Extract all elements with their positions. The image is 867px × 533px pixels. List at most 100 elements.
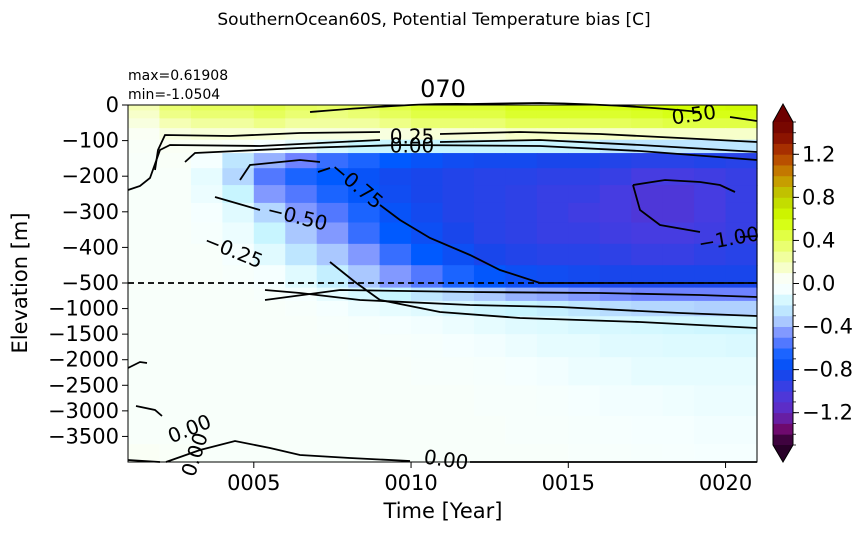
heatmap-cell	[411, 168, 444, 186]
y-tick-label: −1500	[48, 322, 119, 346]
heatmap-cell	[222, 385, 255, 417]
heatmap-cell	[725, 222, 758, 245]
heatmap-cell	[442, 444, 475, 463]
heatmap-cell	[316, 243, 349, 266]
heatmap-cell	[190, 334, 223, 358]
heatmap-cell	[473, 316, 506, 335]
heatmap-cell	[442, 265, 475, 289]
heatmap-cell	[222, 222, 255, 245]
colorbar-segment	[773, 186, 793, 198]
heatmap-cell	[568, 222, 601, 245]
heatmap-cell	[599, 168, 632, 186]
heatmap-cell	[473, 385, 506, 417]
heatmap-cell	[159, 202, 192, 224]
heatmap-cell	[599, 222, 632, 245]
colorbar-segment	[773, 401, 793, 414]
colorbar-segment	[773, 348, 793, 360]
heatmap-cell	[411, 153, 444, 169]
heatmap-cell	[505, 334, 538, 358]
heatmap-cell	[285, 243, 318, 266]
heatmap-cell	[442, 139, 475, 154]
colorbar-segment	[773, 218, 793, 231]
heatmap-cell	[190, 105, 223, 111]
heatmap-cell	[725, 243, 758, 266]
heatmap-cell	[599, 334, 632, 358]
contour-line	[739, 235, 758, 238]
heatmap-cell	[631, 110, 664, 119]
heatmap-cell	[190, 415, 223, 445]
heatmap-cell	[536, 265, 569, 289]
heatmap-cell	[379, 222, 412, 245]
x-axis-label: Time [Year]	[383, 499, 503, 523]
heatmap-cell	[159, 222, 192, 245]
heatmap-cell	[631, 265, 664, 289]
heatmap-cell	[159, 118, 192, 129]
heatmap-cell	[285, 316, 318, 335]
y-tick-label: −2500	[48, 373, 119, 397]
heatmap-cell	[159, 357, 192, 386]
heatmap-cell	[505, 222, 538, 245]
colorbar-segment	[773, 423, 793, 435]
heatmap-cell	[694, 334, 727, 358]
y-tick-label: −400	[61, 235, 119, 259]
colorbar-segment	[773, 315, 793, 327]
heatmap-cell	[694, 243, 727, 266]
heatmap-cell	[379, 128, 412, 141]
heatmap-cell	[411, 357, 444, 386]
heatmap-cell	[128, 444, 161, 463]
heatmap-cell	[568, 168, 601, 186]
heatmap-cell	[694, 110, 727, 119]
heatmap-cell	[285, 118, 318, 129]
heatmap-cell	[128, 185, 161, 204]
contour-label: 0.00	[422, 445, 469, 475]
heatmap-cell	[411, 139, 444, 154]
contour-line	[309, 102, 701, 113]
heatmap-cell	[253, 105, 286, 111]
colorbar	[772, 102, 794, 463]
heatmap-cell	[411, 316, 444, 335]
x-axis: 0005 0010 0015 0020	[227, 462, 752, 495]
heatmap-cell	[725, 185, 758, 204]
heatmap-cell	[285, 105, 318, 111]
colorbar-tick-label: 0.4	[802, 228, 835, 252]
heatmap-cell	[285, 385, 318, 417]
heatmap-cell	[631, 415, 664, 445]
heatmap-cell	[348, 334, 381, 358]
heatmap-cell	[442, 222, 475, 245]
heatmap-cell	[190, 168, 223, 186]
colorbar-segment	[773, 154, 793, 166]
heatmap-cell	[316, 185, 349, 204]
x-tick-label: 0010	[384, 471, 437, 495]
heatmap-cell	[694, 265, 727, 289]
heatmap-cell	[128, 287, 161, 302]
heatmap-cell	[662, 415, 695, 445]
heatmap-cell	[285, 415, 318, 445]
heatmap-cell	[379, 202, 412, 224]
heatmap-cell	[662, 110, 695, 119]
heatmap-cell	[316, 357, 349, 386]
heatmap-cell	[694, 202, 727, 224]
heatmap-cell	[159, 265, 192, 289]
heatmap-cell	[190, 357, 223, 386]
heatmap-cell	[222, 357, 255, 386]
colorbar-tick-label: −0.4	[802, 315, 853, 339]
heatmap-cell	[316, 153, 349, 169]
heatmap-cell	[159, 153, 192, 169]
heatmap-cell	[348, 185, 381, 204]
heatmap-cell	[568, 357, 601, 386]
heatmap-cell	[662, 385, 695, 417]
heatmap-cell	[505, 202, 538, 224]
heatmap-cell	[473, 222, 506, 245]
heatmap-cell	[379, 168, 412, 186]
heatmap-cell	[190, 128, 223, 141]
x-tick-label: 0005	[227, 471, 280, 495]
heatmap-cell	[725, 128, 758, 141]
heatmap-cell	[348, 243, 381, 266]
heatmap-cell	[599, 316, 632, 335]
heatmap-cell	[348, 202, 381, 224]
heatmap-cell	[505, 444, 538, 463]
heatmap-cell	[599, 105, 632, 111]
heatmap-cell	[536, 357, 569, 386]
heatmap-cell	[473, 105, 506, 111]
heatmap-cell	[473, 110, 506, 119]
